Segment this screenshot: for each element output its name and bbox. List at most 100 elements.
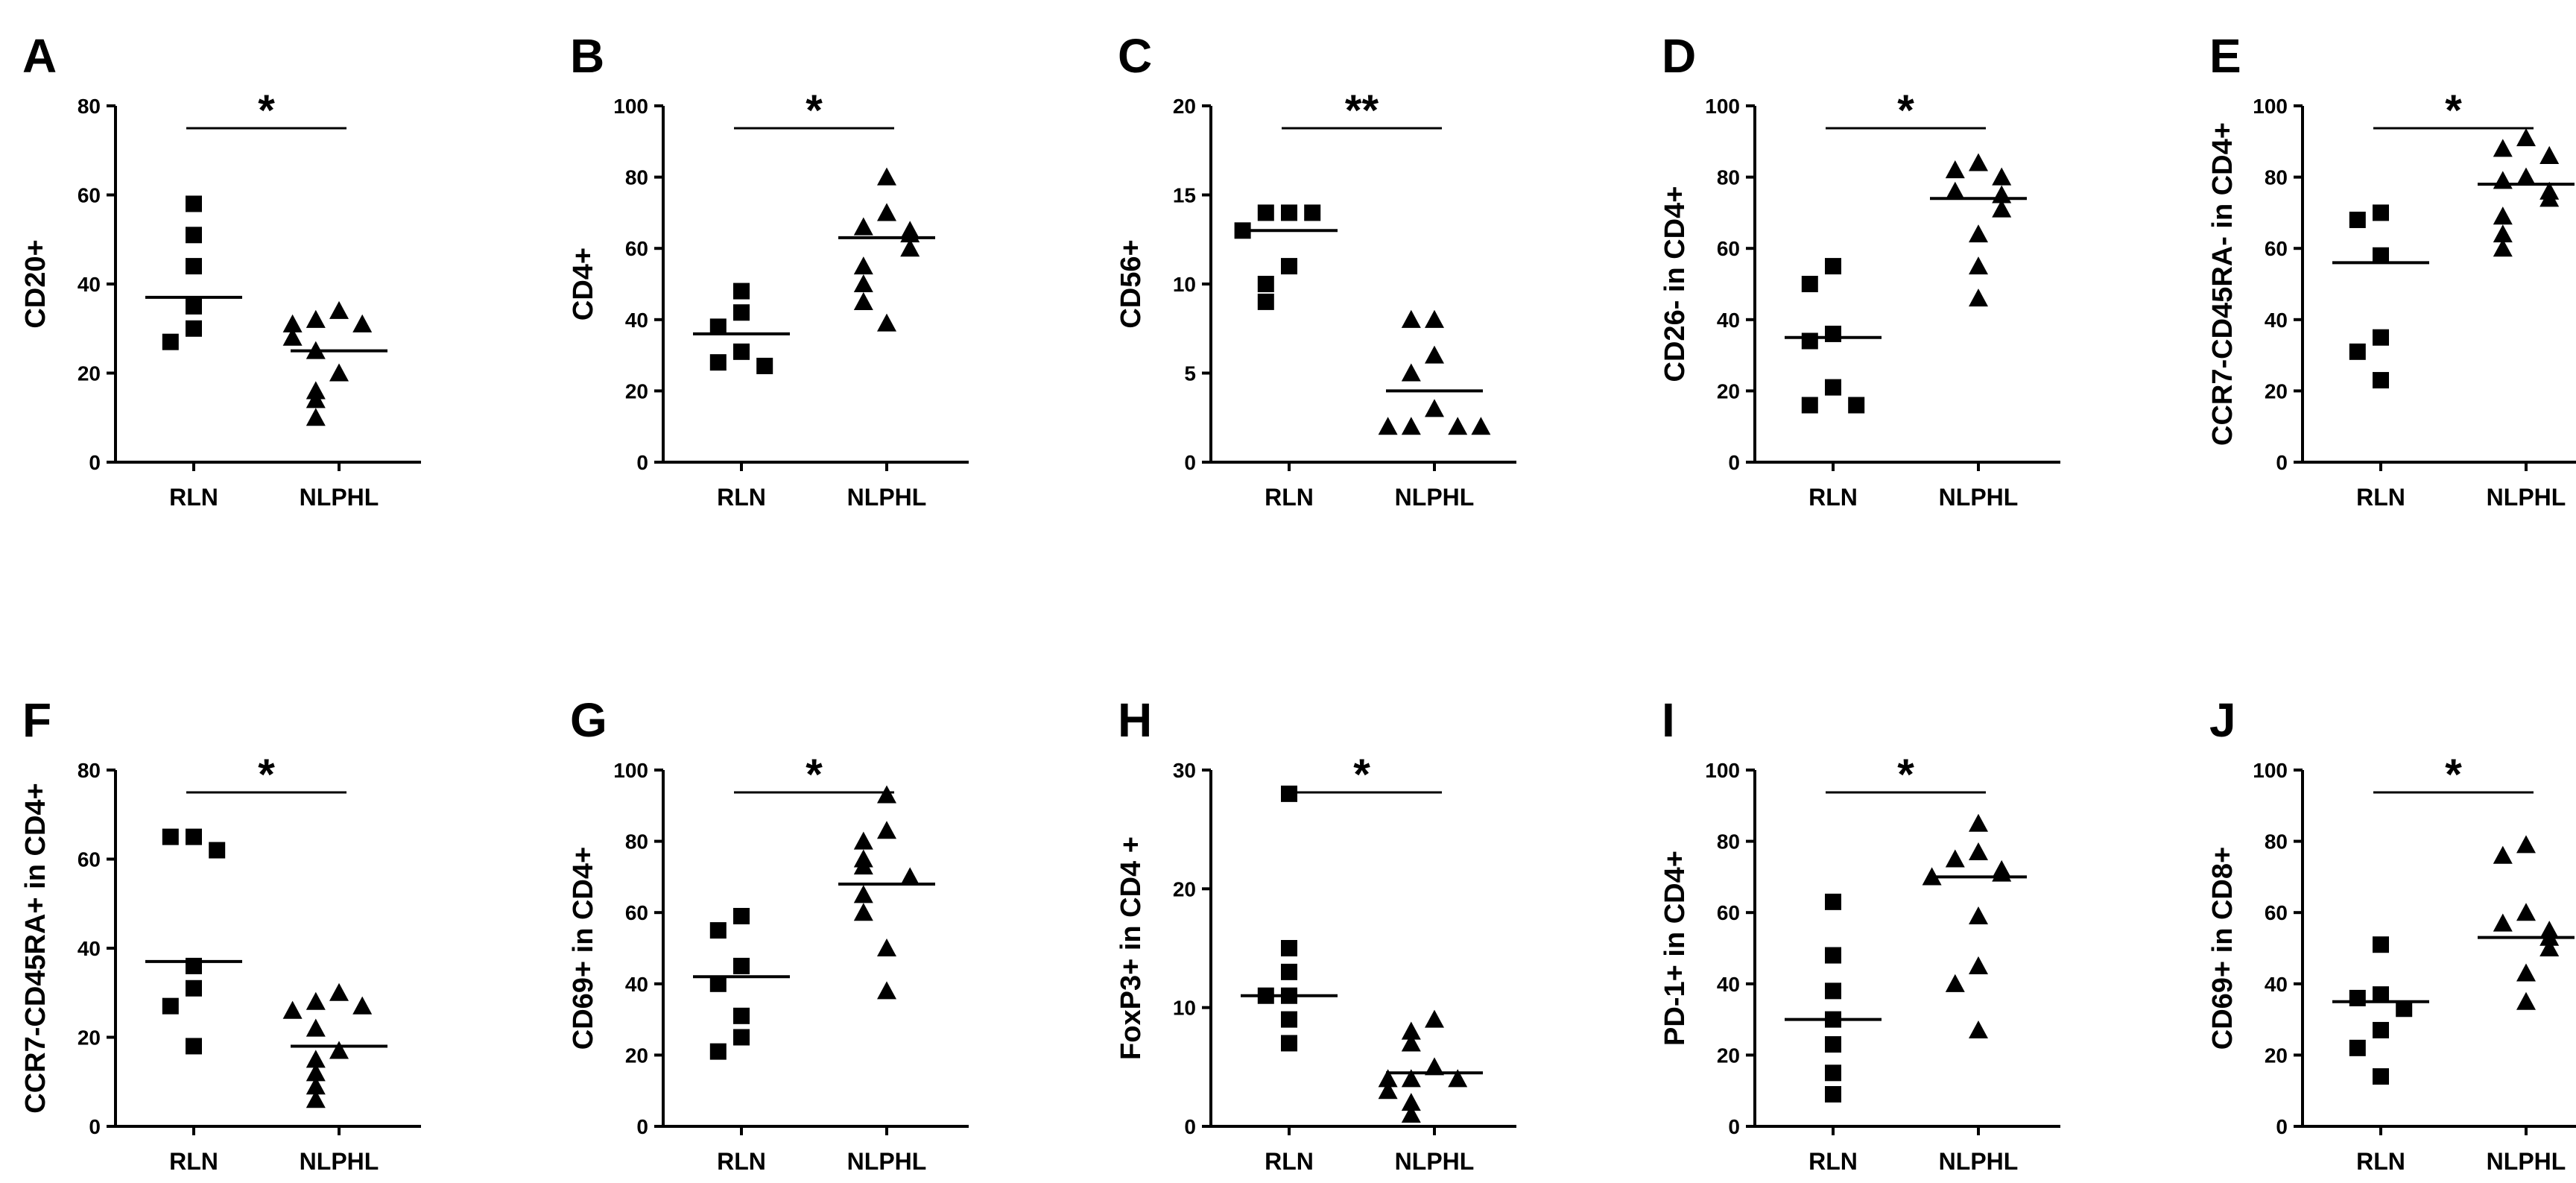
data-point-square [1257, 276, 1274, 292]
y-tick-label: 100 [1705, 759, 1740, 782]
data-point-square [1281, 204, 1297, 221]
significance-marker: * [1353, 751, 1370, 799]
y-tick-label: 10 [1173, 273, 1196, 296]
data-point-square [733, 283, 750, 300]
data-point-triangle [853, 831, 873, 850]
y-tick-label: 100 [2253, 759, 2288, 782]
y-tick-label: 40 [625, 973, 648, 996]
data-point-triangle [1448, 1069, 1468, 1088]
data-point-triangle [2516, 835, 2536, 854]
data-point-triangle [1425, 345, 1444, 364]
data-point-square [1281, 1035, 1297, 1052]
data-point-triangle [2516, 167, 2536, 186]
x-category-label: RLN [717, 484, 766, 511]
y-tick-label: 0 [1728, 451, 1740, 474]
y-axis-label: FoxP3+ in CD4 + [1115, 836, 1147, 1060]
data-point-triangle [1378, 1069, 1398, 1088]
significance-marker: ** [1345, 86, 1379, 135]
panel-letter: A [22, 29, 57, 83]
data-point-triangle [1401, 417, 1421, 435]
data-point-triangle [1969, 288, 1988, 307]
data-point-square [733, 957, 750, 974]
data-point-triangle [352, 314, 373, 332]
y-tick-label: 100 [1705, 95, 1740, 118]
data-point-triangle [1992, 199, 2012, 218]
y-tick-label: 0 [2276, 451, 2288, 474]
y-tick-label: 60 [2265, 901, 2288, 924]
y-tick-label: 80 [1717, 830, 1740, 854]
y-tick-label: 60 [625, 237, 648, 260]
y-axis-label: CD20+ [20, 239, 51, 328]
y-tick-label: 0 [2276, 1115, 2288, 1138]
y-tick-label: 20 [625, 1044, 648, 1067]
data-point-square [2373, 372, 2389, 389]
significance-marker: * [1897, 751, 1914, 799]
data-point-square [1257, 293, 1274, 310]
data-point-triangle [1401, 1069, 1421, 1088]
data-point-square [1825, 325, 1841, 342]
y-tick-label: 60 [1717, 237, 1740, 260]
x-category-label: RLN [169, 1148, 218, 1175]
y-tick-label: 60 [77, 848, 101, 871]
y-tick-label: 80 [77, 759, 101, 782]
data-point-triangle [1945, 849, 1965, 868]
data-point-triangle [2516, 903, 2536, 921]
data-point-triangle [1401, 1105, 1421, 1123]
data-point-triangle [1969, 906, 1988, 925]
data-point-triangle [2493, 139, 2513, 157]
data-point-triangle [1425, 399, 1444, 417]
y-tick-label: 80 [2265, 166, 2288, 189]
data-point-triangle [1969, 813, 1988, 832]
y-axis-label: CD4+ [568, 247, 599, 321]
data-point-square [733, 343, 750, 360]
y-tick-label: 0 [636, 451, 648, 474]
data-point-triangle [877, 981, 896, 1000]
significance-marker: * [2445, 86, 2462, 135]
x-category-label: NLPHL [847, 1148, 927, 1175]
data-point-square [1281, 258, 1297, 275]
data-point-square [1281, 963, 1297, 980]
y-tick-label: 20 [625, 379, 648, 403]
data-point-square [1825, 1036, 1841, 1053]
data-point-triangle [1401, 363, 1421, 382]
y-tick-label: 40 [1717, 309, 1740, 332]
panel-a: A 0 20 40 60 80 CD20+ RLN NLPHL * [20, 29, 421, 511]
y-tick-label: 0 [636, 1115, 648, 1138]
data-point-triangle [306, 390, 326, 408]
x-category-label: RLN [169, 484, 218, 511]
data-point-triangle [282, 327, 303, 346]
y-tick-label: 80 [625, 830, 648, 854]
data-point-square [709, 318, 727, 335]
data-point-triangle [1992, 167, 2012, 186]
y-tick-label: 40 [1717, 973, 1740, 996]
data-point-square [186, 320, 202, 337]
data-point-triangle [900, 239, 920, 257]
data-point-square [1801, 397, 1818, 414]
y-tick-label: 40 [2265, 309, 2288, 332]
data-point-square [186, 297, 202, 315]
data-point-square [709, 922, 727, 939]
data-point-square [1825, 982, 1841, 1000]
data-point-triangle [2539, 145, 2560, 164]
data-point-triangle [853, 274, 873, 293]
y-tick-label: 15 [1173, 184, 1196, 207]
data-point-triangle [1945, 181, 1965, 200]
data-point-square [186, 195, 202, 212]
y-tick-label: 0 [1184, 451, 1196, 474]
y-axis-label: CD69+ in CD4+ [568, 847, 599, 1050]
data-point-triangle [877, 938, 896, 957]
data-point-triangle [2493, 845, 2513, 864]
y-tick-label: 100 [613, 95, 648, 118]
data-point-triangle [306, 1063, 326, 1082]
panel-letter: F [22, 693, 51, 747]
data-point-triangle [306, 1076, 326, 1095]
x-category-label: NLPHL [1395, 1148, 1475, 1175]
data-point-triangle [877, 785, 896, 804]
data-point-square [1281, 1011, 1297, 1028]
y-axis-label: CD56+ [1115, 239, 1147, 328]
data-point-square [1825, 379, 1841, 396]
y-tick-label: 20 [2265, 1044, 2288, 1067]
y-tick-label: 40 [2265, 973, 2288, 996]
panel-f: F 0 20 40 60 80 CCR7-CD45RA+ in CD4+ RLN NLPHL * [20, 693, 421, 1175]
y-axis-label: CD26- in CD4+ [1659, 186, 1691, 382]
